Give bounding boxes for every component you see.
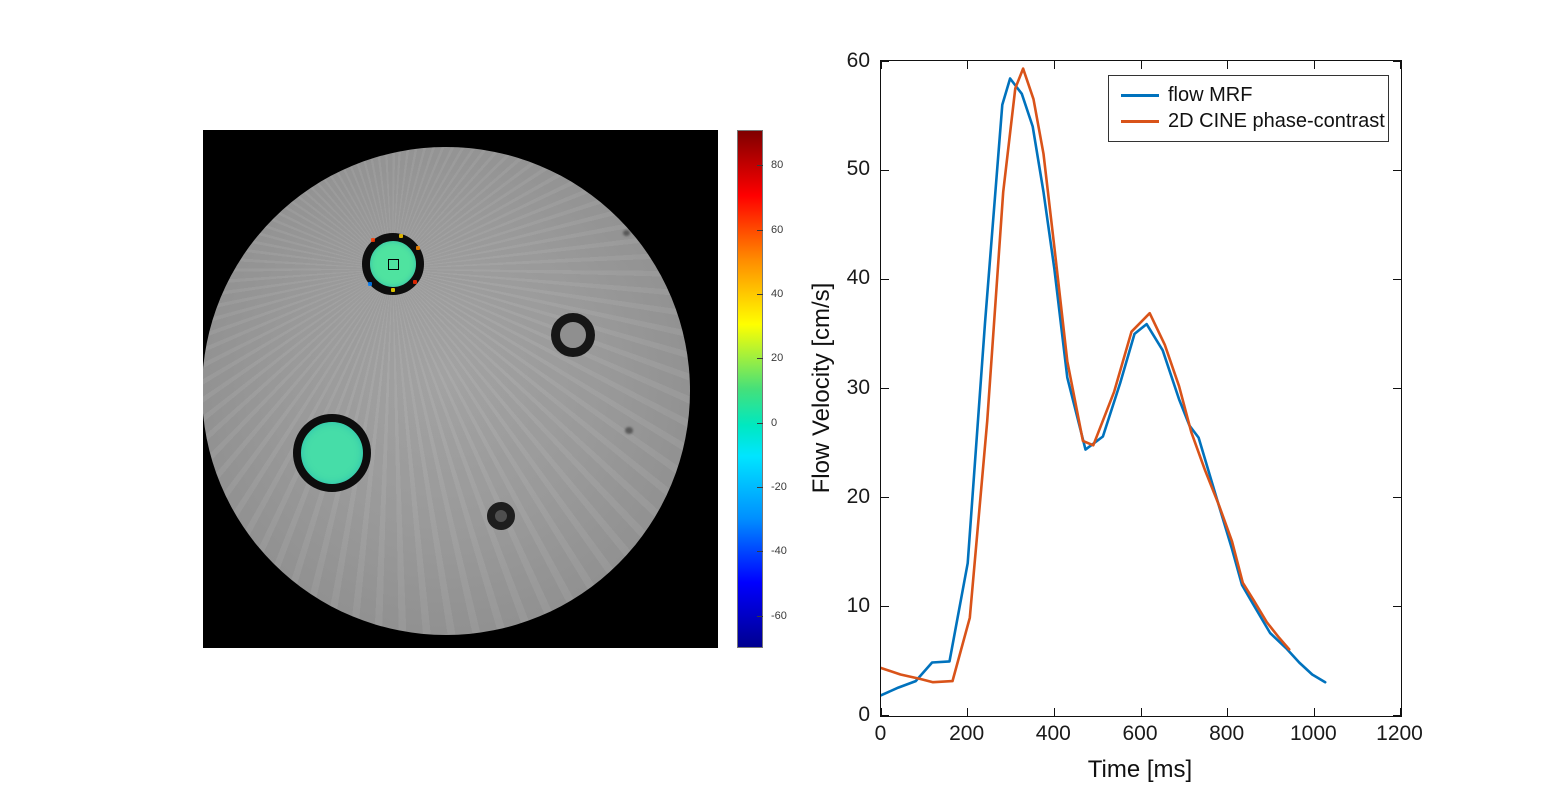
series-line-flow-mrf bbox=[881, 77, 1327, 697]
roi-marker bbox=[388, 259, 399, 270]
colorbar-tick-label: -40 bbox=[771, 545, 787, 558]
x-tick-label: 400 bbox=[1035, 722, 1071, 745]
colorbar-tick-mark bbox=[757, 551, 763, 553]
x-tick-label: 200 bbox=[949, 722, 985, 745]
series-line-2d-cine-phase-contrast bbox=[881, 67, 1291, 684]
colorbar-tick-label: 40 bbox=[771, 288, 784, 301]
y-tick-mark bbox=[881, 715, 889, 716]
legend-entry: flow MRF bbox=[1121, 82, 1378, 108]
y-tick-mark bbox=[881, 497, 889, 499]
y-axis-label: Flow Velocity [cm/s] bbox=[808, 282, 835, 494]
legend-entry-label: 2D CINE phase-contrast bbox=[1168, 109, 1385, 132]
colorbar-tick-label: 20 bbox=[771, 352, 784, 365]
y-tick-mark bbox=[1393, 61, 1401, 62]
legend-entry-label: flow MRF bbox=[1168, 83, 1253, 106]
y-tick-label: 0 bbox=[858, 702, 870, 726]
top-flow-tube bbox=[362, 233, 424, 295]
colorbar-tick-label: 80 bbox=[771, 159, 784, 172]
y-tick-mark bbox=[1393, 606, 1401, 608]
velocity-colorbar bbox=[737, 130, 763, 648]
flow-speckle bbox=[416, 246, 420, 250]
y-tick-mark bbox=[1393, 388, 1401, 389]
phantom-body bbox=[203, 147, 690, 635]
x-axis-label: Time [ms] bbox=[1087, 756, 1193, 783]
legend-line-sample bbox=[1121, 119, 1159, 123]
y-tick-label: 40 bbox=[846, 266, 870, 290]
x-tick-label: 1200 bbox=[1376, 722, 1423, 745]
phantom-air-bubble bbox=[623, 230, 630, 236]
y-tick-mark bbox=[881, 606, 889, 608]
x-tick-mark bbox=[1400, 61, 1401, 69]
left-flow-tube bbox=[293, 414, 371, 492]
y-tick-mark bbox=[1393, 169, 1401, 171]
x-tick-mark bbox=[881, 61, 882, 69]
colorbar-tick-mark bbox=[757, 615, 763, 617]
mri-phantom-image bbox=[203, 130, 718, 648]
y-tick-label: 30 bbox=[846, 375, 870, 399]
x-tick-mark bbox=[1227, 61, 1229, 69]
y-tick-mark bbox=[1393, 497, 1401, 499]
x-tick-mark bbox=[967, 708, 969, 716]
colorbar-tick-label: -20 bbox=[771, 481, 787, 494]
x-tick-label: 1000 bbox=[1289, 722, 1337, 745]
x-axis-tick-labels: 0 200 400 600 800 1000 1200 bbox=[875, 722, 1423, 750]
y-tick-mark bbox=[881, 61, 889, 62]
x-tick-mark bbox=[1400, 708, 1401, 716]
y-tick-label: 10 bbox=[846, 593, 870, 617]
x-tick-mark bbox=[1313, 61, 1315, 69]
chart-legend: flow MRF 2D CINE phase-contrast bbox=[1108, 75, 1389, 142]
y-tick-mark bbox=[881, 278, 889, 280]
flow-speckle bbox=[399, 234, 403, 238]
colorbar-tick-label: 0 bbox=[771, 416, 778, 429]
y-tick-mark bbox=[881, 388, 889, 389]
phantom-air-bubble bbox=[625, 427, 633, 434]
x-tick-mark bbox=[1053, 708, 1055, 716]
small-static-tube bbox=[487, 502, 515, 530]
x-tick-label: 0 bbox=[874, 722, 887, 745]
legend-line-sample bbox=[1121, 93, 1159, 97]
x-tick-mark bbox=[967, 61, 969, 69]
colorbar-tick-mark bbox=[757, 294, 763, 296]
colorbar-tick-label: -60 bbox=[771, 609, 787, 622]
colorbar-tick-mark bbox=[757, 487, 763, 489]
colorbar-tick-mark bbox=[757, 422, 763, 424]
x-tick-mark bbox=[881, 708, 882, 716]
x-tick-mark bbox=[1140, 61, 1142, 69]
colorbar-tick-mark bbox=[757, 358, 763, 360]
x-tick-label: 800 bbox=[1209, 722, 1245, 745]
flow-speckle bbox=[368, 282, 372, 286]
flow-speckle bbox=[413, 280, 417, 284]
legend-entry: 2D CINE phase-contrast bbox=[1121, 108, 1385, 134]
y-tick-mark bbox=[1393, 715, 1401, 716]
y-tick-label: 60 bbox=[846, 48, 870, 72]
y-tick-label: 50 bbox=[846, 157, 870, 181]
colorbar-tick-mark bbox=[757, 165, 763, 167]
flow-speckle bbox=[391, 288, 395, 292]
colorbar-tick-mark bbox=[757, 229, 763, 231]
x-tick-mark bbox=[1313, 708, 1315, 716]
y-tick-mark bbox=[1393, 278, 1401, 280]
chart-lines bbox=[881, 67, 1327, 697]
flow-velocity-chart: flow MRF 2D CINE phase-contrast bbox=[880, 60, 1402, 717]
y-tick-mark bbox=[881, 169, 889, 171]
x-tick-mark bbox=[1053, 61, 1055, 69]
colorbar-tick-label: 60 bbox=[771, 223, 784, 236]
y-axis-tick-labels: 0 10 20 30 40 50 60 bbox=[786, 49, 870, 726]
x-tick-label: 600 bbox=[1122, 722, 1158, 745]
x-tick-mark bbox=[1140, 708, 1142, 716]
x-tick-mark bbox=[1227, 708, 1229, 716]
y-tick-label: 20 bbox=[846, 484, 870, 508]
flow-speckle bbox=[371, 238, 375, 242]
right-static-tube bbox=[551, 313, 595, 357]
